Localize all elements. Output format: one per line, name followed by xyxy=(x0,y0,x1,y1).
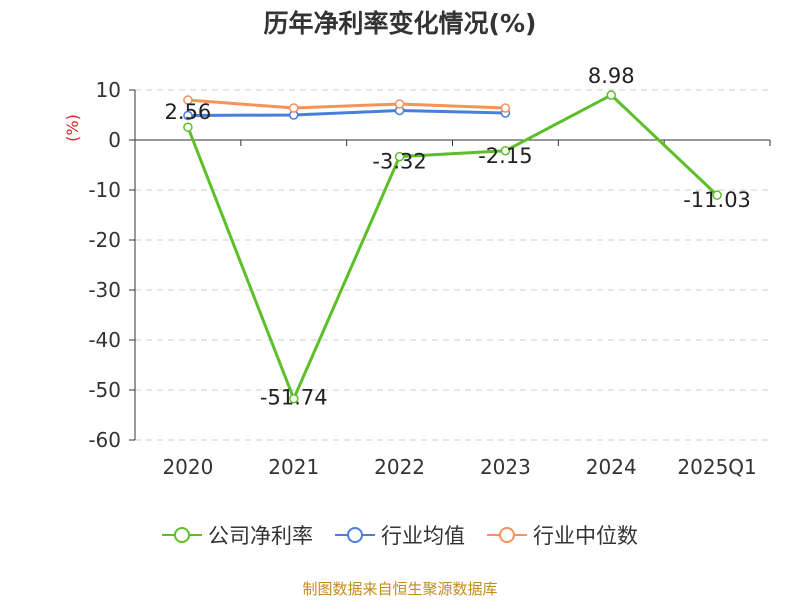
data-label: -51.74 xyxy=(260,386,328,410)
data-label: 8.98 xyxy=(588,64,635,88)
legend-label-industry-median: 行业中位数 xyxy=(533,524,638,548)
legend-item-company[interactable]: 公司净利率 xyxy=(162,520,313,550)
y-tick-label: -50 xyxy=(88,378,121,402)
data-point-company xyxy=(289,393,299,404)
legend-label-company: 公司净利率 xyxy=(208,524,313,548)
legend-item-industry-avg[interactable]: 行业均值 xyxy=(335,520,465,550)
y-axis-label: (%) xyxy=(63,114,82,142)
data-point-industry_median xyxy=(289,103,299,113)
data-point-industry_avg xyxy=(183,110,193,121)
data-point-company xyxy=(500,146,511,156)
legend-marker-company xyxy=(162,527,202,543)
legend-item-industry-median[interactable]: 行业中位数 xyxy=(487,520,638,550)
x-tick-label: 2021 xyxy=(268,455,319,479)
data-point-industry_median xyxy=(500,103,511,113)
series-line-industry_median xyxy=(187,98,506,110)
x-tick-label: 2020 xyxy=(162,455,213,479)
legend-marker-industry-avg xyxy=(335,527,375,543)
y-tick-label: -30 xyxy=(88,278,121,302)
data-point-industry_median xyxy=(183,95,193,105)
y-tick-label: -60 xyxy=(88,428,121,452)
series-line-company xyxy=(186,93,719,403)
y-tick-label: -40 xyxy=(88,328,121,352)
data-point-company xyxy=(394,151,405,162)
x-tick-label: 2022 xyxy=(374,455,425,479)
y-tick-label: 10 xyxy=(96,78,121,102)
data-label: -3.32 xyxy=(372,150,426,174)
y-tick-label: -10 xyxy=(88,178,121,202)
data-point-company xyxy=(712,190,722,200)
y-tick-label: 0 xyxy=(108,128,121,152)
x-tick-label: 2025Q1 xyxy=(677,455,756,479)
data-point-company xyxy=(606,90,616,100)
data-point-industry_median xyxy=(394,99,405,109)
data-label: -2.15 xyxy=(478,144,532,168)
series-line-industry_avg xyxy=(187,108,506,117)
chart-title: 历年净利率变化情况(%) xyxy=(263,9,537,38)
source-note: 制图数据来自恒生聚源数据库 xyxy=(302,580,498,598)
legend-marker-industry-median xyxy=(487,527,527,543)
data-point-company xyxy=(183,122,193,132)
legend: 公司净利率 行业均值 行业中位数 xyxy=(0,520,800,550)
data-label: -11.03 xyxy=(683,188,751,212)
data-label: 2.56 xyxy=(165,100,212,124)
legend-label-industry-avg: 行业均值 xyxy=(381,524,465,548)
y-tick-label: -20 xyxy=(88,228,121,252)
x-tick-label: 2023 xyxy=(480,455,531,479)
x-tick-label: 2024 xyxy=(586,455,637,479)
